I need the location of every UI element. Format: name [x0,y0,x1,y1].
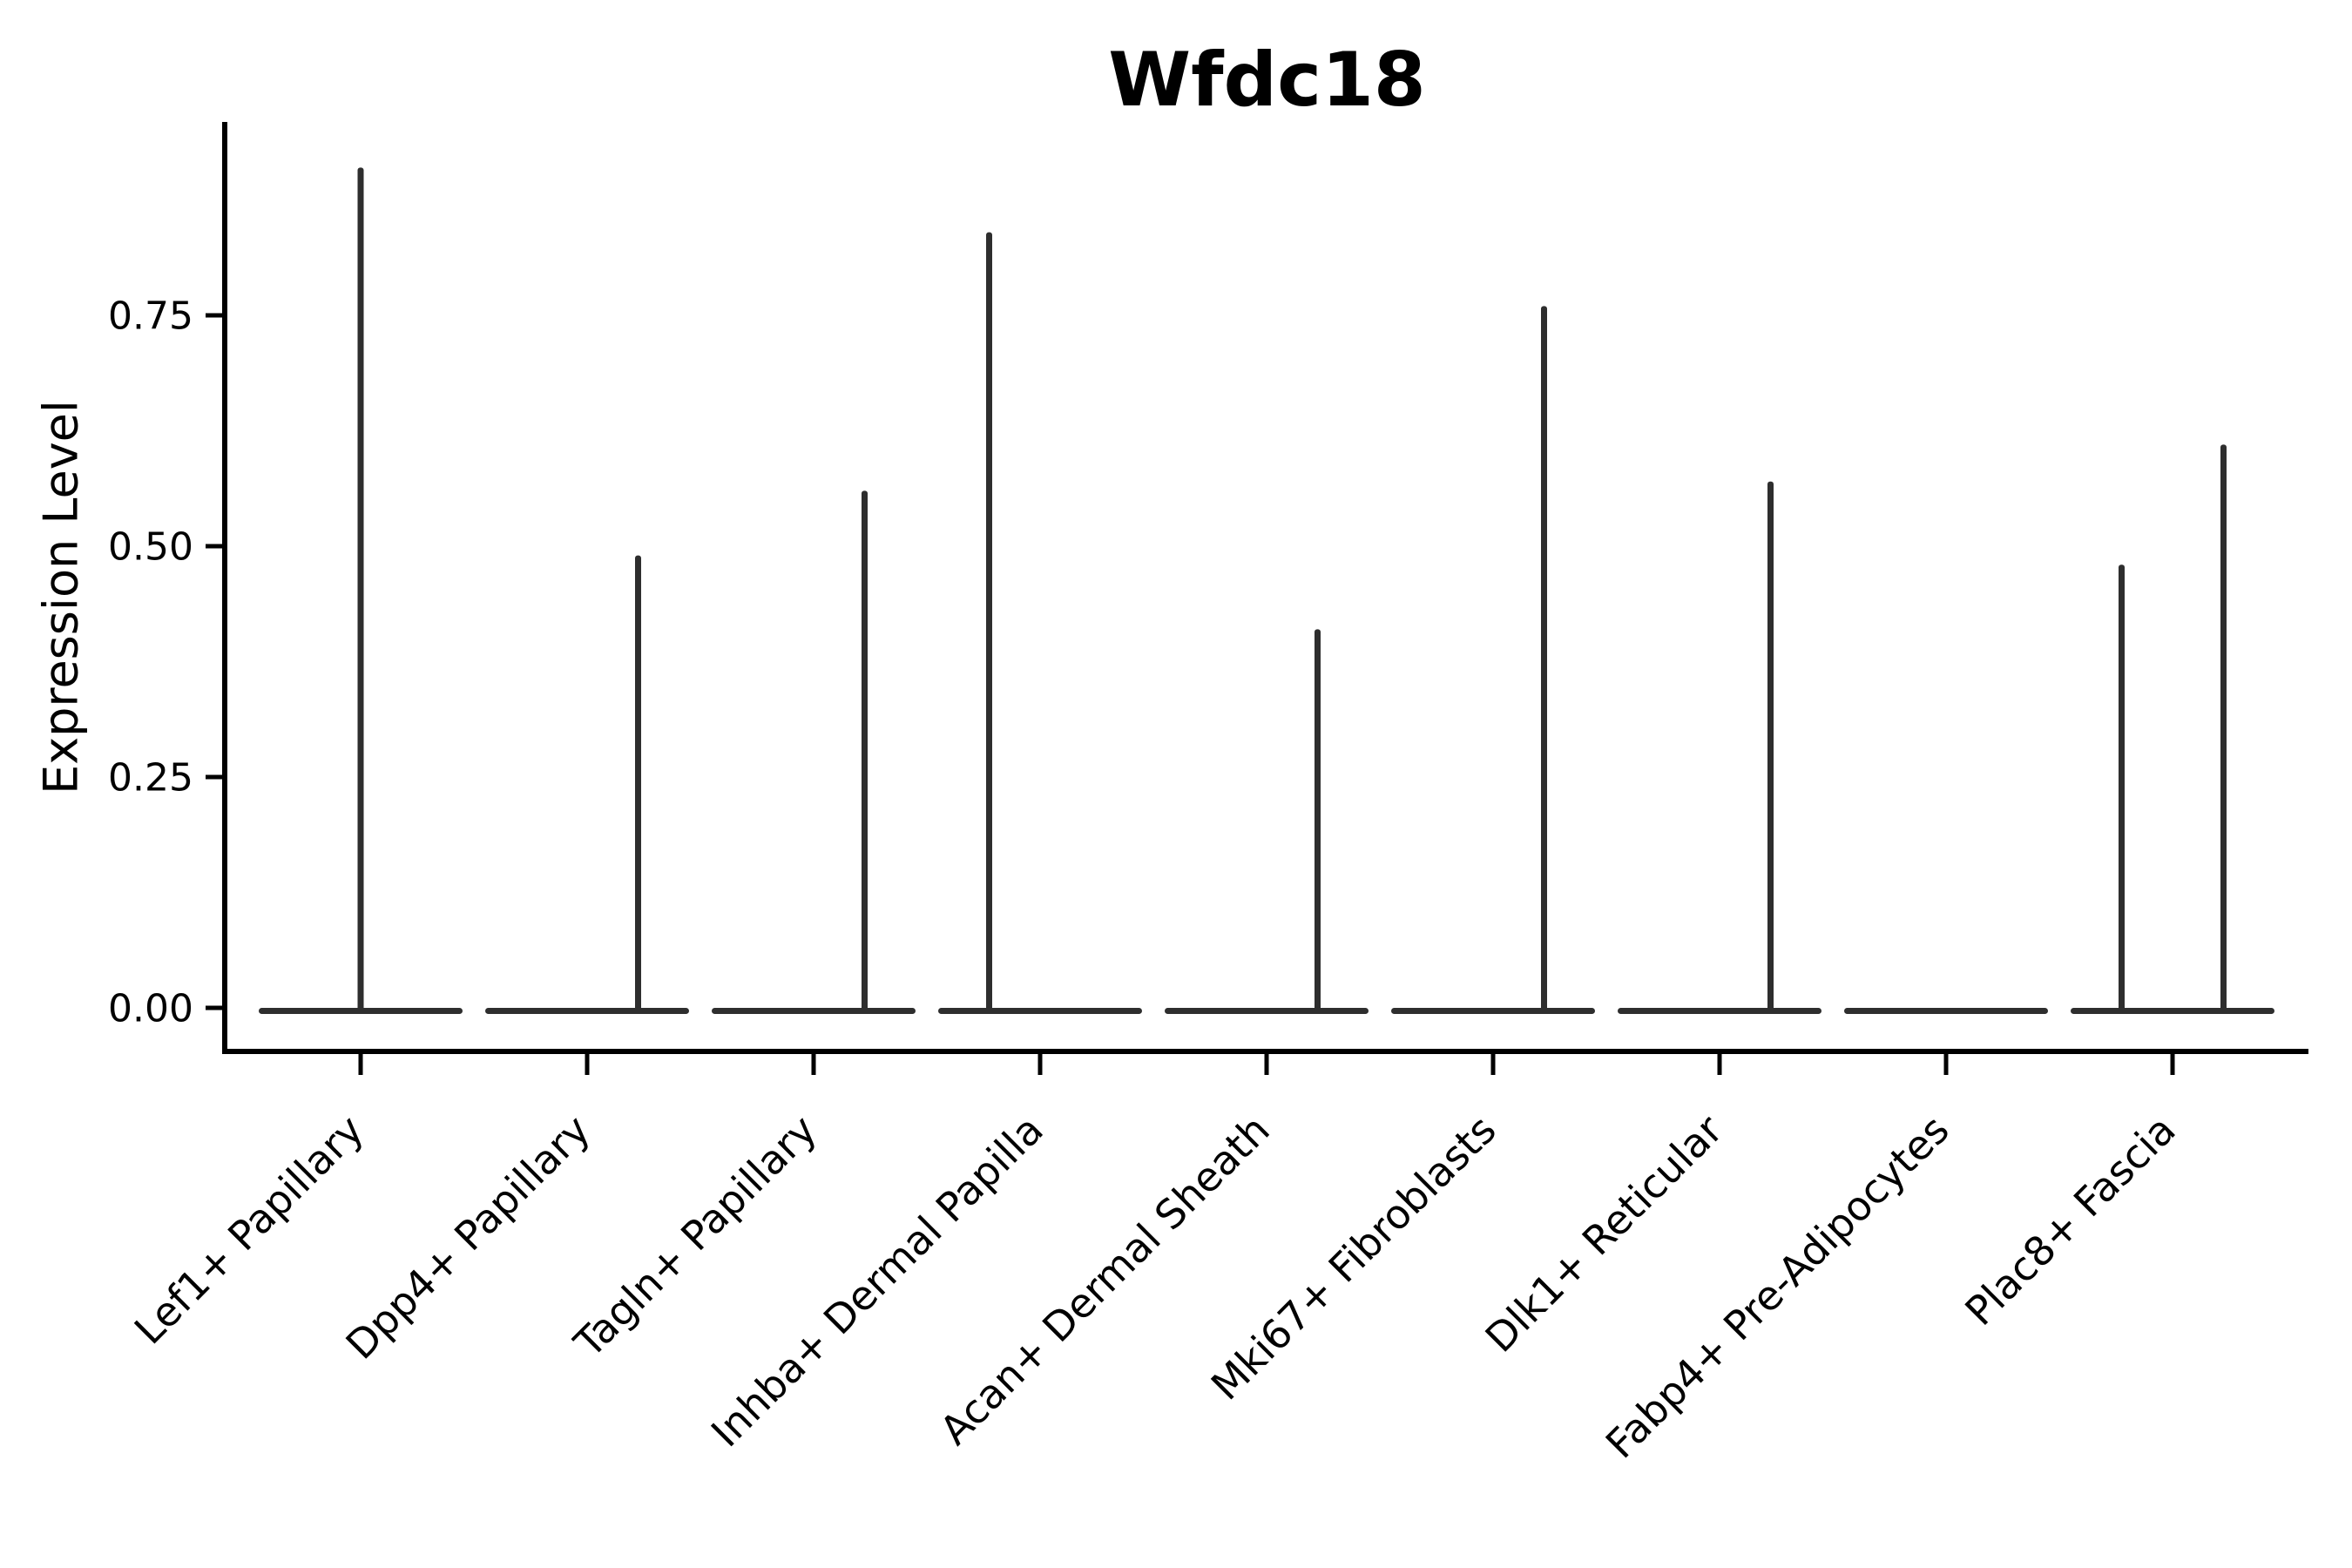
violin-base [485,1008,689,1014]
y-tick-label: 0.00 [108,986,193,1031]
violin-spike [1541,306,1547,1013]
violin-base [1165,1008,1369,1014]
violin-spike [1315,629,1321,1013]
violin-base [2071,1008,2274,1014]
x-tick-label: Dpp4+ Papillary [337,1106,599,1369]
x-tick-label: Dlk1+ Reticular [1477,1106,1732,1362]
violin-base [938,1008,1142,1014]
violin-spike [357,167,364,1013]
violin-spike [2220,444,2227,1013]
violin-spike [986,232,992,1014]
plot-title: Wfdc18 [1108,37,1426,124]
violin-spike [862,490,868,1013]
violin-base [1844,1008,2048,1014]
violin-base [1618,1008,1821,1014]
y-tick-label: 0.50 [108,524,193,569]
y-tick-label: 0.75 [108,294,193,338]
x-tick-label: Tagln+ Papillary [564,1106,826,1368]
y-tick-label: 0.25 [108,755,193,800]
violin-spike [1767,481,1774,1013]
x-tick-label: Lef1+ Papillary [125,1106,373,1354]
violin-spike [2119,564,2125,1013]
violin-base [712,1008,916,1014]
violin-base [1391,1008,1595,1014]
x-tick-label: Plac8+ Fascia [1956,1106,2184,1335]
violin-spike [635,555,641,1013]
